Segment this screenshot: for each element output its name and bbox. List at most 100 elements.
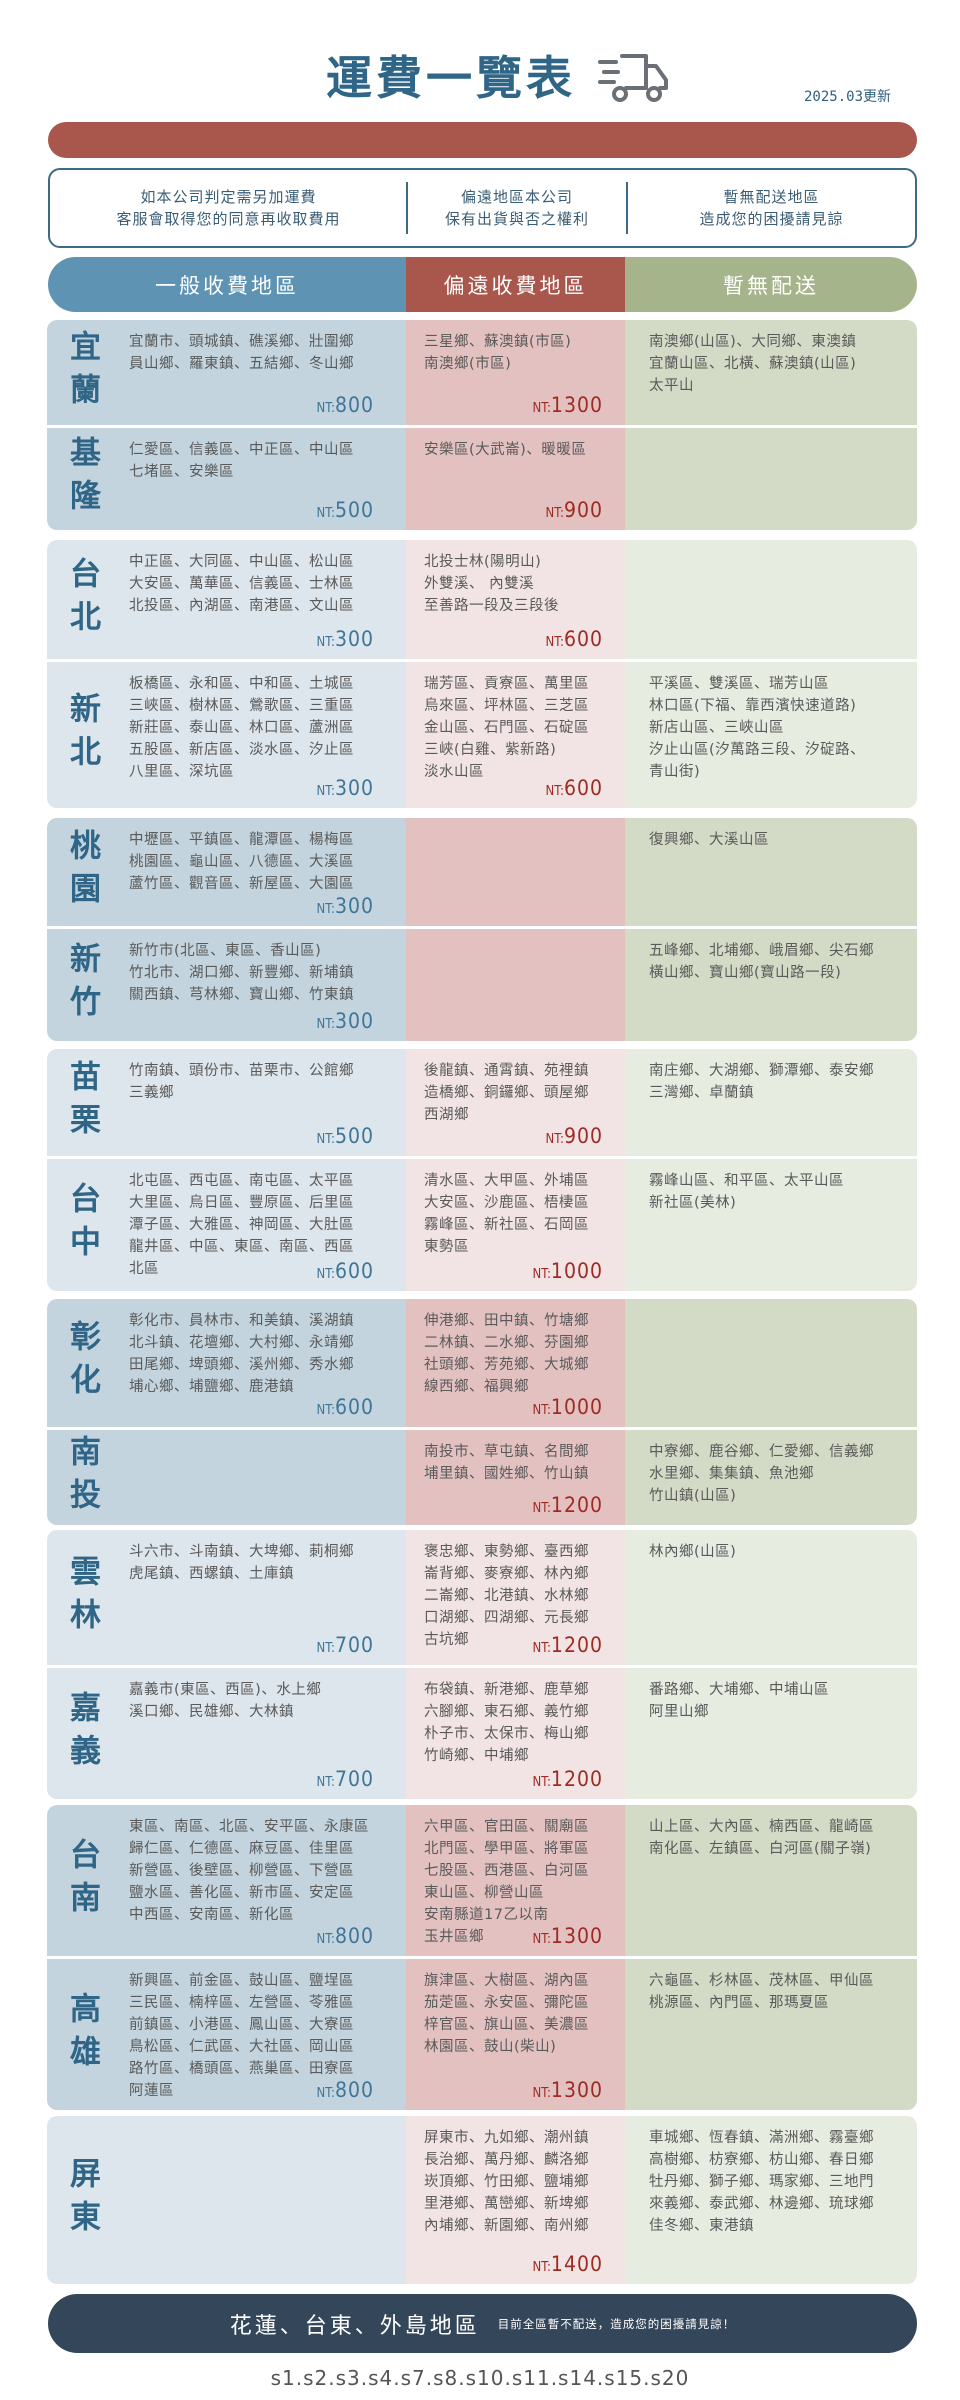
district-line: 車城鄉、恆春鎮、滿洲鄉、霧臺鄉 <box>649 2130 874 2146</box>
district-list: 南投市、草屯鎮、名間鄉 埔里鎮、國姓鄉、竹山鎮 <box>424 1441 589 1485</box>
district-list: 清水區、大甲區、外埔區 大安區、沙鹿區、梧棲區 霧峰區、新社區、石岡區 東勢區 <box>424 1170 589 1258</box>
district-line: 布袋鎮、新港鄉、鹿草鄉 <box>424 1682 589 1698</box>
region-name: 高雄 <box>64 1991 100 2078</box>
cell-no-delivery: 林內鄉(山區) <box>625 1530 917 1665</box>
district-line: 宜蘭市、頭城鎮、礁溪鄉、壯圍鄉 <box>129 334 354 350</box>
shipping-fee: NT:1300 <box>533 2078 603 2102</box>
currency-prefix: NT: <box>316 1932 335 1947</box>
cell-normal: 台南 東區、南區、北區、安平區、永康區 歸仁區、仁德區、麻豆區、佳里區 新營區、後壁區… <box>47 1805 406 1956</box>
region-group: 桃園 中壢區、平鎮區、龍潭區、楊梅區 桃園區、龜山區、八德區、大溪區 蘆竹區、觀音區、… <box>47 818 917 1041</box>
region-name: 雲林 <box>64 1554 100 1641</box>
cell-remote: 伸港鄉、田中鎮、竹塘鄉 二林鎮、二水鄉、芬園鄉 社頭鄉、芳苑鄉、大城鄉 線西鄉、福興鄉… <box>406 1299 625 1427</box>
district-line: 埔里鎮、國姓鄉、竹山鎮 <box>424 1466 589 1482</box>
district-line: 安樂區(大武崙)、暖暖區 <box>424 442 587 458</box>
region-name: 新北 <box>64 692 100 778</box>
cell-normal: 新竹 新竹市(北區、東區、香山區) 竹北市、湖口鄉、新豐鄉、新埔鎮 關西鎮、芎林鄉、寶… <box>47 929 406 1041</box>
cell-remote <box>406 929 625 1041</box>
district-line: 三灣鄉、卓蘭鎮 <box>649 1085 754 1101</box>
fee-amount: 1200 <box>550 1767 603 1791</box>
fee-amount: 300 <box>334 1009 374 1033</box>
currency-prefix: NT: <box>532 1501 551 1516</box>
district-list: 山上區、大內區、楠西區、龍崎區 南化區、左鎮區、白河區(關子嶺) <box>649 1816 874 1860</box>
district-line: 中正區、大同區、中山區、松山區 <box>129 554 354 570</box>
currency-prefix: NT: <box>532 1267 551 1282</box>
district-line: 北門區、學甲區、將軍區 <box>424 1841 589 1857</box>
cell-no-delivery: 南庄鄉、大湖鄉、獅潭鄉、泰安鄉 三灣鄉、卓蘭鎮 <box>625 1049 917 1156</box>
district-line: 旗津區、大樹區、湖內區 <box>424 1973 589 1989</box>
district-line: 三峽區、樹林區、鶯歌區、三重區 <box>129 698 354 714</box>
district-list: 三星鄉、蘇澳鎮(市區) 南澳鄉(市區) <box>424 331 571 375</box>
district-line: 林園區、鼓山(柴山) <box>424 2039 557 2055</box>
district-line: 竹山鎮(山區) <box>649 1488 737 1504</box>
district-list: 布袋鎮、新港鄉、鹿草鄉 六腳鄉、東石鄉、義竹鄉 朴子市、太保市、梅山鄉 竹崎鄉、中埔鄉 <box>424 1679 589 1767</box>
region-group: 雲林 斗六市、斗南鎮、大埤鄉、莿桐鄉 虎尾鎮、西螺鎮、土庫鎮 NT:700 褒忠鄉、東勢… <box>47 1530 917 1799</box>
district-line: 虎尾鎮、西螺鎮、土庫鎮 <box>129 1566 294 1582</box>
region-name: 新竹 <box>64 942 100 1028</box>
currency-prefix: NT: <box>316 401 335 416</box>
cell-remote: 安樂區(大武崙)、暖暖區 NT:900 <box>406 428 625 530</box>
district-list: 新竹市(北區、東區、香山區) 竹北市、湖口鄉、新豐鄉、新埔鎮 關西鎮、芎林鄉、寶山鄉… <box>129 940 354 1006</box>
fee-amount: 600 <box>334 1259 374 1283</box>
cell-remote: 清水區、大甲區、外埔區 大安區、沙鹿區、梧棲區 霧峰區、新社區、石岡區 東勢區 NT:1… <box>406 1159 625 1291</box>
district-list: 新興區、前金區、鼓山區、鹽埕區 三民區、楠梓區、左營區、苓雅區 前鎮區、小港區、鳳山… <box>129 1970 354 2102</box>
district-list: 霧峰山區、和平區、太平山區 新社區(美林) <box>649 1170 844 1214</box>
district-line: 新店山區、三峽山區 <box>649 720 784 736</box>
shipping-fee: NT:600 <box>317 1395 374 1419</box>
district-line: 桃園區、龜山區、八德區、大溪區 <box>129 854 354 870</box>
district-line: 竹北市、湖口鄉、新豐鄉、新埔鎮 <box>129 965 354 981</box>
district-line: 社頭鄉、芳苑鄉、大城鄉 <box>424 1357 589 1373</box>
currency-prefix: NT: <box>316 2086 335 2101</box>
district-line: 淡水山區 <box>424 764 484 780</box>
cell-remote: 後龍鎮、通霄鎮、苑裡鎮 造橋鄉、銅鑼鄉、頭屋鄉 西湖鄉 NT:900 <box>406 1049 625 1156</box>
region-name: 南投 <box>64 1434 100 1521</box>
district-list: 北屯區、西屯區、南屯區、太平區 大里區、烏日區、豐原區、后里區 潭子區、大雅區、神岡… <box>129 1170 354 1280</box>
footer-regions: 花蓮、台東、外島地區 <box>229 2313 480 2339</box>
divider <box>406 182 408 234</box>
district-line: 阿蓮區 <box>129 2083 174 2099</box>
cell-remote: 六甲區、官田區、關廟區 北門區、學甲區、將軍區 七股區、西港區、白河區 東山區、柳營山… <box>406 1805 625 1956</box>
district-line: 橫山鄉、寶山鄉(寶山路一段) <box>649 965 842 981</box>
shipping-fee: NT:900 <box>546 1124 603 1148</box>
district-line: 南庄鄉、大湖鄉、獅潭鄉、泰安鄉 <box>649 1063 874 1079</box>
district-line: 南化區、左鎮區、白河區(關子嶺) <box>649 1841 872 1857</box>
currency-prefix: NT: <box>545 506 564 521</box>
notice-surcharge: 如本公司判定需另加運費 客服會取得您的同意再收取費用 <box>50 170 407 246</box>
district-line: 北投區、內湖區、南港區、文山區 <box>129 598 354 614</box>
footer-banner: 花蓮、台東、外島地區 目前全區暫不配送，造成您的困擾請見諒！ <box>48 2294 917 2353</box>
district-line: 員山鄉、羅東鎮、五結鄉、冬山鄉 <box>129 356 354 372</box>
currency-prefix: NT: <box>316 1775 335 1790</box>
fee-amount: 1300 <box>550 393 603 417</box>
shipping-fee: NT:900 <box>546 498 603 522</box>
district-line: 高樹鄉、枋寮鄉、枋山鄉、春日鄉 <box>649 2152 874 2168</box>
region-name: 桃園 <box>64 829 100 915</box>
district-line: 六腳鄉、東石鄉、義竹鄉 <box>424 1704 589 1720</box>
fee-amount: 900 <box>563 498 603 522</box>
district-line: 斗六市、斗南鎮、大埤鄉、莿桐鄉 <box>129 1544 354 1560</box>
shipping-fee: NT:1000 <box>533 1395 603 1419</box>
region-group: 苗栗 竹南鎮、頭份市、苗栗市、公館鄉 三義鄉 NT:500 後龍鎮、通霄鎮、苑裡鎮 造橋鄉… <box>47 1049 917 1291</box>
region-name: 嘉義 <box>64 1690 100 1777</box>
shipping-fee: NT:800 <box>317 2078 374 2102</box>
column-header-no-delivery: 暫無配送 <box>625 257 917 312</box>
district-line: 太平山 <box>649 378 694 394</box>
update-date: 2025.03更新 <box>804 89 892 105</box>
currency-prefix: NT: <box>316 784 335 799</box>
currency-prefix: NT: <box>316 635 335 650</box>
district-line: 三民區、楠梓區、左營區、苓雅區 <box>129 1995 354 2011</box>
fee-amount: 1200 <box>550 1633 603 1657</box>
district-line: 烏來區、坪林區、三芝區 <box>424 698 589 714</box>
currency-prefix: NT: <box>545 635 564 650</box>
district-list: 六龜區、杉林區、茂林區、甲仙區 桃源區、內門區、那瑪夏區 <box>649 1970 874 2014</box>
currency-prefix: NT: <box>316 1403 335 1418</box>
district-line: 宜蘭山區、北橫、蘇澳鎮(山區) <box>649 356 857 372</box>
region-row: 台南 東區、南區、北區、安平區、永康區 歸仁區、仁德區、麻豆區、佳里區 新營區、後壁區… <box>47 1805 917 1956</box>
cell-no-delivery: 山上區、大內區、楠西區、龍崎區 南化區、左鎮區、白河區(關子嶺) <box>625 1805 917 1956</box>
region-name: 宜蘭 <box>64 329 100 416</box>
district-line: 三星鄉、蘇澳鎮(市區) <box>424 334 572 350</box>
fee-amount: 500 <box>334 498 374 522</box>
region-name: 台南 <box>64 1837 100 1924</box>
cell-normal: 南投 <box>47 1430 406 1525</box>
currency-prefix: NT: <box>316 1017 335 1032</box>
district-line: 鳥松區、仁武區、大社區、岡山區 <box>129 2039 354 2055</box>
district-line: 造橋鄉、銅鑼鄉、頭屋鄉 <box>424 1085 589 1101</box>
